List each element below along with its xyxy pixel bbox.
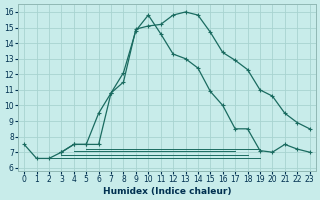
X-axis label: Humidex (Indice chaleur): Humidex (Indice chaleur) — [103, 187, 231, 196]
